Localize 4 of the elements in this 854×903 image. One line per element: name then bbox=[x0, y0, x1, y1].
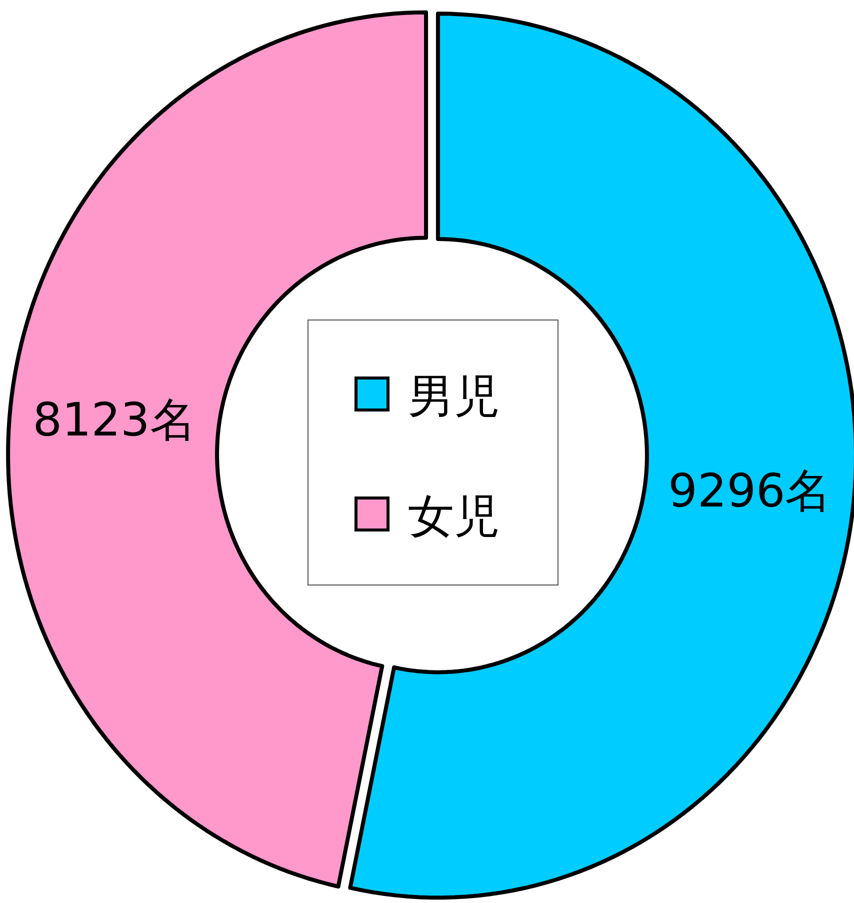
legend-label: 女児 bbox=[408, 489, 500, 543]
legend-label: 男児 bbox=[408, 369, 500, 423]
data-label: 8123名 bbox=[32, 392, 196, 447]
data-label: 9296名 bbox=[668, 463, 832, 518]
